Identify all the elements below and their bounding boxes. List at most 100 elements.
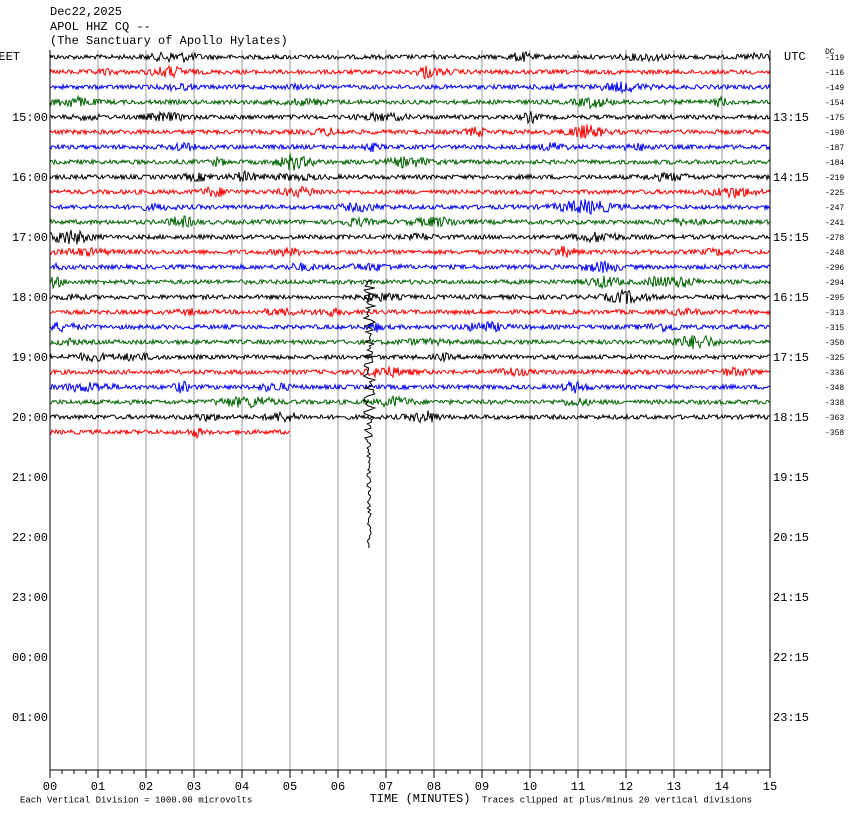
x-tick-label: 15	[763, 780, 777, 794]
x-tick-label: 01	[91, 780, 105, 794]
trace	[49, 199, 771, 215]
clip-note: Traces clipped at plus/minus 20 vertical…	[482, 795, 752, 805]
left-hour-label: 16:00	[12, 171, 48, 185]
trace	[49, 365, 771, 379]
trace	[49, 141, 771, 153]
trace	[49, 185, 771, 200]
dc-label: -325	[825, 354, 844, 363]
left-hour-label: 23:00	[12, 591, 48, 605]
dc-label: -313	[825, 309, 844, 318]
trace	[49, 169, 771, 183]
dc-label: -295	[825, 294, 844, 303]
right-hour-label: 18:15	[773, 411, 809, 425]
dc-label: -363	[825, 414, 844, 423]
dc-label: -358	[825, 429, 844, 438]
dc-label: -119	[825, 54, 844, 63]
x-tick-label: 07	[379, 780, 393, 794]
right-hour-label: 15:15	[773, 231, 809, 245]
dc-label: -248	[825, 249, 844, 258]
x-tick-label: 09	[475, 780, 489, 794]
x-tick-label: 06	[331, 780, 345, 794]
right-axis-title: UTC	[784, 50, 806, 64]
left-hour-label: 22:00	[12, 531, 48, 545]
right-hour-label: 17:15	[773, 351, 809, 365]
trace	[49, 50, 771, 64]
right-hour-label: 21:15	[773, 591, 809, 605]
trace	[49, 334, 771, 350]
x-tick-label: 03	[187, 780, 201, 794]
dc-label: -175	[825, 114, 844, 123]
dc-label: -278	[825, 234, 844, 243]
dc-label: -116	[825, 69, 844, 78]
x-tick-label: 13	[667, 780, 681, 794]
left-hour-label: 18:00	[12, 291, 48, 305]
left-hour-label: 15:00	[12, 111, 48, 125]
x-tick-label: 08	[427, 780, 441, 794]
dc-label: -315	[825, 324, 844, 333]
right-hour-label: 23:15	[773, 711, 809, 725]
scale-note: Each Vertical Division = 1000.00 microvo…	[20, 795, 252, 805]
right-hour-label: 20:15	[773, 531, 809, 545]
event-spike	[362, 279, 377, 549]
trace	[50, 306, 771, 318]
x-tick-label: 14	[715, 780, 729, 794]
dc-label: -350	[825, 339, 844, 348]
trace	[49, 320, 771, 334]
dc-label: -149	[825, 84, 844, 93]
dc-label: -154	[825, 99, 844, 108]
trace	[49, 260, 771, 274]
x-tick-label: 02	[139, 780, 153, 794]
dc-label: -294	[825, 279, 844, 288]
left-hour-label: 01:00	[12, 711, 48, 725]
header-date: Dec22,2025	[50, 5, 122, 19]
left-hour-label: 17:00	[12, 231, 48, 245]
x-tick-label: 04	[235, 780, 249, 794]
x-tick-label: 10	[523, 780, 537, 794]
dc-label: -241	[825, 219, 844, 228]
x-tick-label: 00	[43, 780, 57, 794]
header-station: APOL HHZ CQ --	[50, 20, 151, 34]
grid	[97, 50, 723, 770]
dc-label: -336	[825, 369, 844, 378]
left-hour-label: 00:00	[12, 651, 48, 665]
trace	[49, 410, 771, 424]
left-hour-label: 21:00	[12, 471, 48, 485]
trace	[49, 245, 771, 258]
left-hour-label: 20:00	[12, 411, 48, 425]
x-tick-label: 11	[571, 780, 585, 794]
dc-label: -338	[825, 399, 844, 408]
trace	[49, 427, 291, 439]
dc-label: -187	[825, 144, 844, 153]
right-hour-label: 22:15	[773, 651, 809, 665]
trace	[49, 351, 771, 363]
trace	[49, 64, 771, 80]
dc-label: -225	[825, 189, 844, 198]
dc-label: -247	[825, 204, 844, 213]
trace	[49, 394, 771, 410]
trace	[49, 124, 771, 139]
right-hour-label: 16:15	[773, 291, 809, 305]
x-tick-label: 05	[283, 780, 297, 794]
trace	[49, 110, 771, 125]
dc-label: -348	[825, 384, 844, 393]
x-axis-title: TIME (MINUTES)	[370, 792, 471, 806]
dc-label: -184	[825, 159, 844, 168]
trace	[49, 275, 771, 290]
dc-label: -296	[825, 264, 844, 273]
right-hour-label: 19:15	[773, 471, 809, 485]
trace	[49, 215, 771, 228]
x-tick-label: 12	[619, 780, 633, 794]
trace	[49, 94, 771, 110]
trace	[49, 153, 771, 171]
trace	[49, 380, 771, 394]
header-site: (The Sanctuary of Apollo Hylates)	[50, 34, 288, 48]
trace	[49, 229, 771, 245]
left-axis-title: EET	[0, 50, 20, 64]
dc-label: -190	[825, 129, 844, 138]
trace	[49, 81, 771, 95]
dc-title: DC	[825, 48, 835, 57]
left-hour-label: 19:00	[12, 351, 48, 365]
right-hour-label: 13:15	[773, 111, 809, 125]
right-hour-label: 14:15	[773, 171, 809, 185]
trace	[49, 288, 771, 305]
